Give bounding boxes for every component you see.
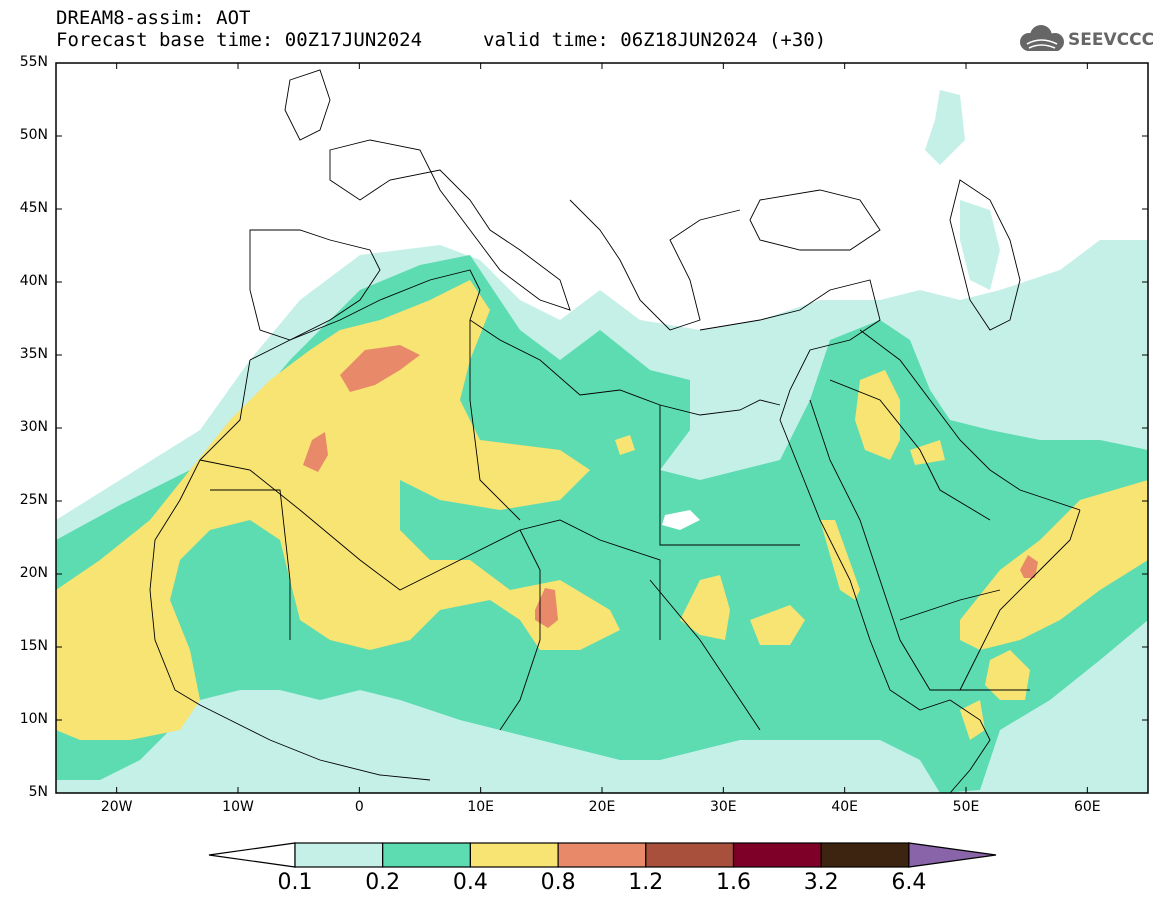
uk	[284, 69, 331, 141]
lon-label: 40E	[831, 799, 858, 815]
valid-time: valid time: 06Z18JUN2024 (+30)	[483, 29, 827, 51]
lat-label: 35N	[19, 346, 48, 362]
aot-band-0-4-somalia	[960, 700, 985, 740]
aot-band-caspian	[925, 90, 965, 165]
lon-label: 10W	[222, 799, 254, 815]
west-africa-coast	[149, 359, 431, 781]
aot-band-0-4-sudan	[680, 575, 730, 640]
map-title: DREAM8-assim: AOT	[56, 7, 251, 29]
coastlines-borders	[149, 69, 1081, 794]
aot-band-0-8-mali	[303, 432, 328, 472]
lon-label: 20E	[588, 799, 616, 815]
libya-egypt	[659, 405, 800, 546]
lat-label: 50N	[19, 127, 48, 143]
lat-label: 55N	[19, 54, 48, 70]
lat-label: 30N	[19, 419, 48, 435]
lat-label: 5N	[28, 784, 48, 800]
aot-band-0-4-ethiopia	[750, 605, 805, 645]
black-sea	[749, 189, 881, 251]
aot-band-0-4-yemen	[985, 650, 1030, 700]
lat-label: 15N	[19, 638, 48, 654]
aot-band-0-4-arabia-south	[960, 480, 1148, 650]
cloud-icon	[1020, 25, 1064, 51]
caspian	[949, 179, 1021, 331]
saudi-border	[829, 379, 991, 521]
lat-label: 40N	[19, 273, 48, 289]
forecast-base-time: Forecast base time: 00Z17JUN2024	[56, 29, 423, 51]
axis-ticks	[56, 62, 1148, 794]
lon-label: 50E	[952, 799, 980, 815]
turkey-levant	[699, 279, 881, 421]
colorbar-label: 1.2	[628, 870, 664, 895]
colorbar-label: 0.8	[540, 870, 576, 895]
lon-label: 60E	[1073, 799, 1101, 815]
lon-label: 0	[354, 799, 364, 815]
north-africa-coast	[249, 269, 781, 416]
lat-label: 10N	[19, 711, 48, 727]
aot-band-0-8-chad	[535, 588, 558, 628]
niger-chad	[499, 529, 541, 731]
aot-shading	[56, 90, 1148, 793]
lon-label: 10E	[467, 799, 494, 815]
aot-band-0-4-west	[56, 280, 620, 740]
colorbar-label: 0.4	[452, 870, 488, 895]
seevccc-logo	[1020, 25, 1064, 51]
mauritania	[210, 489, 291, 640]
lat-label: 20N	[19, 565, 48, 581]
algeria-border	[469, 320, 521, 521]
arabian-gulf	[859, 329, 1081, 511]
lon-label: 30E	[709, 799, 737, 815]
colorbar-label: 6.4	[891, 870, 927, 895]
aot-band-0-4-gulf	[910, 440, 945, 465]
colorbar-label: 0.1	[277, 870, 313, 895]
aot-band-caspian2	[960, 200, 1000, 290]
aot-band-0-4-sahara-center	[190, 530, 285, 630]
yemen-border	[899, 589, 1001, 621]
aot-band-0-8-algeria	[340, 345, 420, 392]
colorbar-label: 3.2	[803, 870, 839, 895]
logo-text: SEEVCCC	[1068, 30, 1155, 50]
lat-label: 45N	[19, 200, 48, 216]
aot-clear-patch	[662, 510, 700, 530]
sahara-borders	[199, 459, 661, 640]
red-sea-east	[809, 399, 1030, 691]
sudan-border	[649, 579, 761, 731]
aot-band-0-4-arabia-north	[855, 370, 900, 460]
iberia	[249, 229, 381, 341]
horn-africa	[949, 699, 991, 794]
aot-band-0-8-oman	[1020, 555, 1038, 578]
aot-band-0-4-egypt	[615, 435, 635, 455]
lat-label: 25N	[19, 492, 48, 508]
colorbar-label: 0.2	[365, 870, 401, 895]
balkans-greece	[569, 199, 741, 331]
arabian-coast	[959, 509, 1081, 691]
colorbar-label: 1.6	[716, 870, 751, 895]
france-italy	[329, 139, 571, 311]
lon-label: 20W	[100, 799, 133, 815]
red-sea	[779, 419, 951, 711]
